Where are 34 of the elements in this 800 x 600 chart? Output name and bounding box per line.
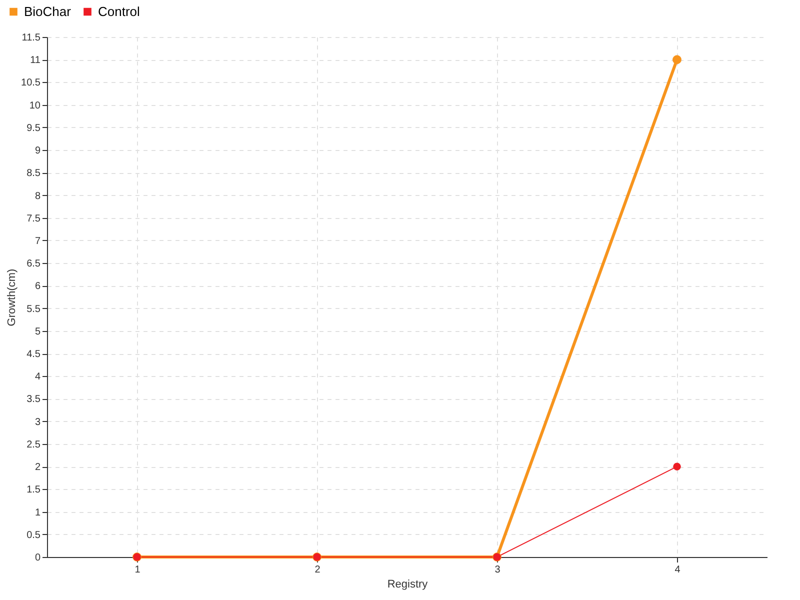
y-tick-label: 9 <box>34 146 41 157</box>
y-tick-label: 5 <box>34 326 41 338</box>
point <box>672 55 682 64</box>
y-tick-label: 7.5 <box>26 213 41 224</box>
point <box>673 462 681 470</box>
y-tick-label: 8 <box>34 190 41 202</box>
y-tick-label: 4 <box>34 372 41 383</box>
y-tick-label: 5.5 <box>26 304 41 315</box>
y-tick-label: 6.5 <box>26 258 41 270</box>
y-tick-label: 6 <box>34 281 41 292</box>
legend-label: Control <box>98 4 140 19</box>
y-tick-label: 10 <box>29 100 41 112</box>
x-tick-label: 2 <box>314 564 321 576</box>
x-tick-label: 3 <box>494 564 501 576</box>
y-tick-label: 2 <box>34 462 41 474</box>
y-tick-label: 1.5 <box>26 484 41 496</box>
y-tick-label: 1 <box>34 507 41 518</box>
y-tick-label: 10.5 <box>21 78 41 89</box>
y-tick-label: 3 <box>34 416 41 428</box>
y-tick-label: 3.5 <box>26 394 41 406</box>
y-tick-label: 0 <box>34 552 41 564</box>
y-tick-label: 4.5 <box>26 349 41 360</box>
x-tick-label: 4 <box>674 564 681 576</box>
legend-label: BioChar <box>24 4 72 19</box>
y-tick-label: 11 <box>30 55 41 66</box>
x-tick-label: 1 <box>134 564 141 576</box>
y-tick-label: 2.5 <box>26 439 41 450</box>
y-tick-label: 8.5 <box>26 168 41 180</box>
x-axis-title: Registry <box>387 578 428 590</box>
y-tick-label: 7 <box>34 236 41 247</box>
y-tick-label: 9.5 <box>26 122 41 134</box>
y-axis-title: Growth(cm) <box>6 268 18 326</box>
y-tick-label: 11.5 <box>22 32 41 44</box>
y-tick-label: 0.5 <box>26 530 41 541</box>
